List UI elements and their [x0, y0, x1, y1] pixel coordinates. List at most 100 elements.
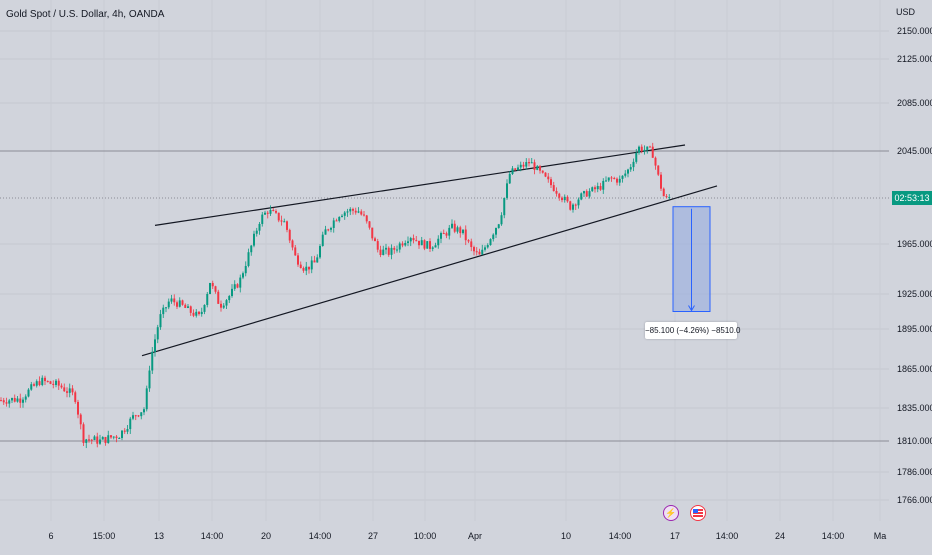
price-tick-label: 2150.000	[897, 26, 932, 36]
candle-body	[319, 245, 321, 258]
candle-body	[121, 430, 123, 439]
candle-body	[434, 245, 437, 248]
candle-body	[225, 300, 228, 306]
chart-title: Gold Spot / U.S. Dollar, 4h, OANDA	[6, 9, 165, 20]
candle-body	[57, 380, 60, 386]
candle-body	[481, 249, 484, 255]
candle-body	[651, 146, 654, 158]
candle-body	[162, 307, 165, 315]
candle-body	[558, 193, 561, 198]
lightning-icon[interactable]: ⚡	[663, 505, 679, 521]
candle-body	[321, 234, 324, 246]
candle-body	[506, 183, 508, 198]
candle-body	[35, 381, 38, 386]
candle-body	[530, 162, 533, 164]
candle-body	[602, 180, 605, 190]
trendlines	[141, 144, 718, 357]
candle-body	[272, 209, 275, 211]
time-tick-label: 6	[48, 531, 53, 541]
trendline-upper	[154, 144, 686, 226]
candle-body	[74, 392, 77, 402]
candle-body	[440, 233, 442, 239]
candle-body	[189, 306, 192, 313]
currency-label[interactable]: USD	[896, 7, 916, 17]
candle-body	[426, 241, 429, 249]
candle-body	[533, 162, 536, 170]
candle-body	[398, 243, 401, 250]
time-tick-label: 15:00	[93, 531, 116, 541]
candle-body	[316, 257, 319, 263]
candle-body	[492, 234, 495, 240]
candle-body	[96, 436, 99, 444]
candle-body	[349, 208, 352, 212]
candle-body	[475, 251, 478, 253]
candle-body	[233, 284, 236, 289]
candle-body	[382, 249, 385, 255]
candle-body	[231, 288, 233, 297]
candle-body	[486, 245, 489, 248]
candle-body	[464, 229, 467, 241]
candle-body	[19, 398, 22, 403]
candle-body	[385, 247, 387, 250]
candle-body	[462, 229, 464, 234]
candle-body	[363, 214, 365, 216]
price-axis: 2150.000 2125.000 2085.000 2045.000 1965.000…	[897, 26, 932, 505]
candle-body	[665, 196, 668, 198]
candles	[0, 142, 671, 449]
candle-body	[33, 384, 35, 386]
price-tick-label: 2125.000	[897, 54, 932, 64]
candle-body	[79, 414, 82, 425]
candle-body	[563, 196, 566, 201]
candle-body	[286, 221, 288, 230]
candle-body	[478, 251, 481, 255]
last-price-tag: 02:53:13	[892, 191, 932, 205]
candle-body	[431, 247, 434, 249]
us-flag-icon[interactable]	[690, 505, 706, 521]
time-tick-label: 10	[561, 531, 571, 541]
candle-body	[16, 398, 19, 402]
candle-body	[68, 388, 71, 393]
measure-box	[672, 206, 711, 312]
time-axis: 6 15:00 13 14:00 20 14:00 27 10:00 Apr 10 14:00 17 1…	[48, 531, 886, 541]
candle-body	[555, 190, 558, 194]
price-tick-label: 1766.000	[897, 495, 932, 505]
measure-arrowhead	[688, 305, 695, 312]
candle-body	[104, 437, 107, 444]
candle-body	[550, 179, 552, 186]
candle-body	[82, 424, 85, 443]
candle-body	[46, 381, 49, 383]
trendline-lower	[141, 185, 718, 357]
candle-body	[159, 314, 162, 328]
price-tick-label: 1786.000	[897, 467, 932, 477]
candle-body	[544, 172, 547, 177]
candle-body	[379, 249, 382, 255]
candle-body	[519, 164, 522, 168]
candle-body	[577, 199, 580, 206]
candle-body	[228, 296, 231, 301]
candle-body	[470, 241, 473, 248]
candle-body	[55, 380, 57, 385]
candle-body	[616, 178, 618, 183]
candle-body	[0, 400, 2, 402]
candle-body	[255, 230, 258, 234]
candle-body	[514, 168, 517, 171]
candle-body	[181, 300, 184, 305]
candle-body	[541, 170, 544, 173]
candle-body	[167, 301, 170, 308]
candle-body	[662, 188, 665, 197]
candle-body	[310, 260, 313, 270]
candle-body	[456, 227, 459, 232]
candle-body	[437, 238, 440, 246]
candle-body	[49, 381, 52, 384]
candle-body	[594, 187, 596, 190]
measure-label: −85.100 (−4.26%) −8510.0	[645, 322, 740, 339]
candle-body	[407, 241, 409, 243]
candle-body	[107, 435, 110, 444]
time-tick-label: 13	[154, 531, 164, 541]
candle-body	[52, 383, 55, 385]
candle-body	[305, 266, 308, 271]
candle-body	[343, 212, 346, 216]
time-tick-label: 10:00	[414, 531, 437, 541]
